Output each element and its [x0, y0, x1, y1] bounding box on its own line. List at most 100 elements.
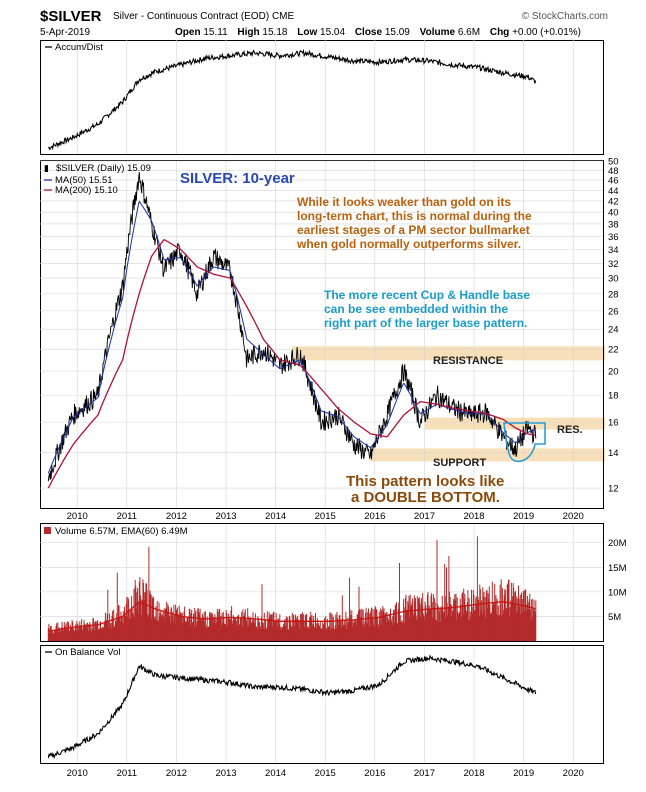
- note1-line3: earliest stages of a PM sector bullmarke…: [297, 223, 530, 237]
- price-y-tick-18: 18: [608, 391, 619, 402]
- note2-line3: right part of the larger base pattern.: [324, 316, 527, 330]
- obv-label-group: On Balance Vol: [45, 647, 121, 658]
- ma200-label: MA(200) 15.10: [55, 185, 118, 196]
- volume-y-tick-15M: 15M: [608, 563, 627, 574]
- price-x-tick-2020: 2020: [563, 511, 584, 522]
- chg-label: Chg: [489, 27, 510, 38]
- price-y-tick-28: 28: [608, 289, 619, 300]
- chart-title-annotation: SILVER: 10-year: [180, 170, 295, 187]
- price-y-tick-38: 38: [608, 219, 619, 230]
- quote-strip: Open 15.11 High 15.18 Low 15.04 Close 15…: [175, 27, 588, 38]
- res-label: RES.: [557, 424, 583, 436]
- price-y-tick-20: 20: [608, 366, 619, 377]
- grid-layer: [40, 40, 603, 763]
- obv-x-tick-2020: 2020: [563, 768, 584, 779]
- volume-panel-frame: [40, 523, 604, 642]
- resistance-label: RESISTANCE: [433, 355, 503, 367]
- accum-series-layer: [47, 48, 537, 151]
- double-bottom-line2: a DOUBLE BOTTOM.: [351, 489, 500, 506]
- obv-x-tick-2019: 2019: [513, 768, 534, 779]
- note2-line1: The more recent Cup & Handle base: [324, 288, 530, 302]
- price-y-tick-34: 34: [608, 245, 619, 256]
- low-label: Low: [297, 27, 318, 38]
- note2-line2: can be see embedded within the: [324, 302, 508, 316]
- volume-ema-line: [48, 601, 536, 632]
- volume-panel-label: Volume 6.57M, EMA(60) 6.49M: [55, 526, 188, 537]
- volume-label: Volume: [419, 27, 456, 38]
- price-x-tick-2010: 2010: [67, 511, 88, 522]
- cup-handle-outline: [503, 422, 546, 463]
- contract-name: Silver - Continuous Contract (EOD) CME: [113, 11, 295, 22]
- price-x-tick-2015: 2015: [315, 511, 336, 522]
- price-x-tick-2011: 2011: [117, 511, 137, 522]
- obv-x-tick-2014: 2014: [265, 768, 286, 779]
- support-label: SUPPORT: [433, 457, 486, 469]
- note2-group: The more recent Cup & Handle base can be…: [324, 288, 530, 330]
- high-value: 15.18: [262, 27, 288, 38]
- double-bottom-line1: This pattern looks like: [346, 473, 504, 490]
- symbol-title: $SILVER: [40, 8, 102, 25]
- price-x-tick-2012: 2012: [166, 511, 187, 522]
- obv-x-tick-2010: 2010: [67, 768, 88, 779]
- price-x-tick-2019: 2019: [513, 511, 534, 522]
- low-value: 15.04: [320, 27, 346, 38]
- price-x-tick-2018: 2018: [463, 511, 484, 522]
- open-value: 15.11: [203, 27, 228, 38]
- obv-line: [47, 654, 537, 760]
- obv-x-tick-2012: 2012: [166, 768, 187, 779]
- price-x-tick-2014: 2014: [265, 511, 286, 522]
- candle-icon: ▮: [44, 164, 49, 174]
- price-y-tick-12: 12: [608, 484, 619, 495]
- price-label-group: $SILVER (Daily) 15.09 ▮ MA(50) 15.51 MA(…: [44, 163, 151, 196]
- note1-group: While it looks weaker than gold on its l…: [296, 195, 532, 251]
- price-series-layer: [47, 172, 537, 489]
- price-y-tick-50: 50: [608, 157, 619, 168]
- close-label: Close: [354, 27, 383, 38]
- accum-dist-line: [47, 48, 537, 151]
- support-band: [370, 448, 605, 462]
- price-y-tick-16: 16: [608, 418, 619, 429]
- ma200-line: [47, 238, 536, 489]
- volume-value: 6.6M: [457, 27, 481, 38]
- price-y-tick-46: 46: [608, 176, 619, 187]
- chg-value: +0.00 (+0.01%): [512, 27, 582, 38]
- open-label: Open: [175, 27, 201, 38]
- price-y-tick-42: 42: [608, 196, 619, 207]
- note1-line2: long-term chart, this is normal during t…: [297, 209, 532, 223]
- accum-panel-label: Accum/Dist: [55, 42, 103, 53]
- note1-line4: when gold normally outperforms silver.: [296, 237, 521, 251]
- obv-panel-label: On Balance Vol: [55, 647, 121, 658]
- obv-x-tick-2013: 2013: [215, 768, 236, 779]
- price-x-tick-2016: 2016: [364, 511, 385, 522]
- price-y-tick-32: 32: [608, 259, 619, 270]
- price-x-tick-2013: 2013: [215, 511, 236, 522]
- volume-label-group: Volume 6.57M, EMA(60) 6.49M: [44, 526, 188, 537]
- price-y-tick-44: 44: [608, 186, 619, 197]
- obv-x-tick-2018: 2018: [463, 768, 484, 779]
- obv-panel-frame: [40, 645, 604, 764]
- volume-series-layer: [47, 536, 537, 641]
- price-x-tick-2017: 2017: [414, 511, 435, 522]
- accum-label-group: Accum/Dist: [45, 42, 103, 53]
- accum-panel-frame: [40, 40, 604, 155]
- quote-date: 5-Apr-2019: [40, 27, 91, 38]
- note1-line1: While it looks weaker than gold on its: [297, 195, 511, 209]
- price-y-tick-26: 26: [608, 306, 619, 317]
- price-panel-frame: [40, 160, 604, 509]
- obv-x-tick-2016: 2016: [364, 768, 385, 779]
- obv-series-layer: [47, 654, 537, 760]
- price-y-tick-36: 36: [608, 232, 619, 243]
- obv-x-tick-2015: 2015: [315, 768, 336, 779]
- price-y-tick-40: 40: [608, 208, 619, 219]
- price-panel-label: $SILVER (Daily) 15.09: [56, 163, 151, 174]
- price-y-tick-14: 14: [608, 448, 619, 459]
- price-y-tick-22: 22: [608, 345, 619, 356]
- volume-y-tick-20M: 20M: [608, 538, 627, 549]
- chart-header: $SILVER Silver - Continuous Contract (EO…: [0, 0, 646, 40]
- resistance-band: [292, 346, 605, 361]
- obv-x-tick-2017: 2017: [414, 768, 435, 779]
- volume-y-tick-5M: 5M: [608, 612, 621, 623]
- volume-y-tick-10M: 10M: [608, 587, 627, 598]
- high-label: High: [237, 27, 260, 38]
